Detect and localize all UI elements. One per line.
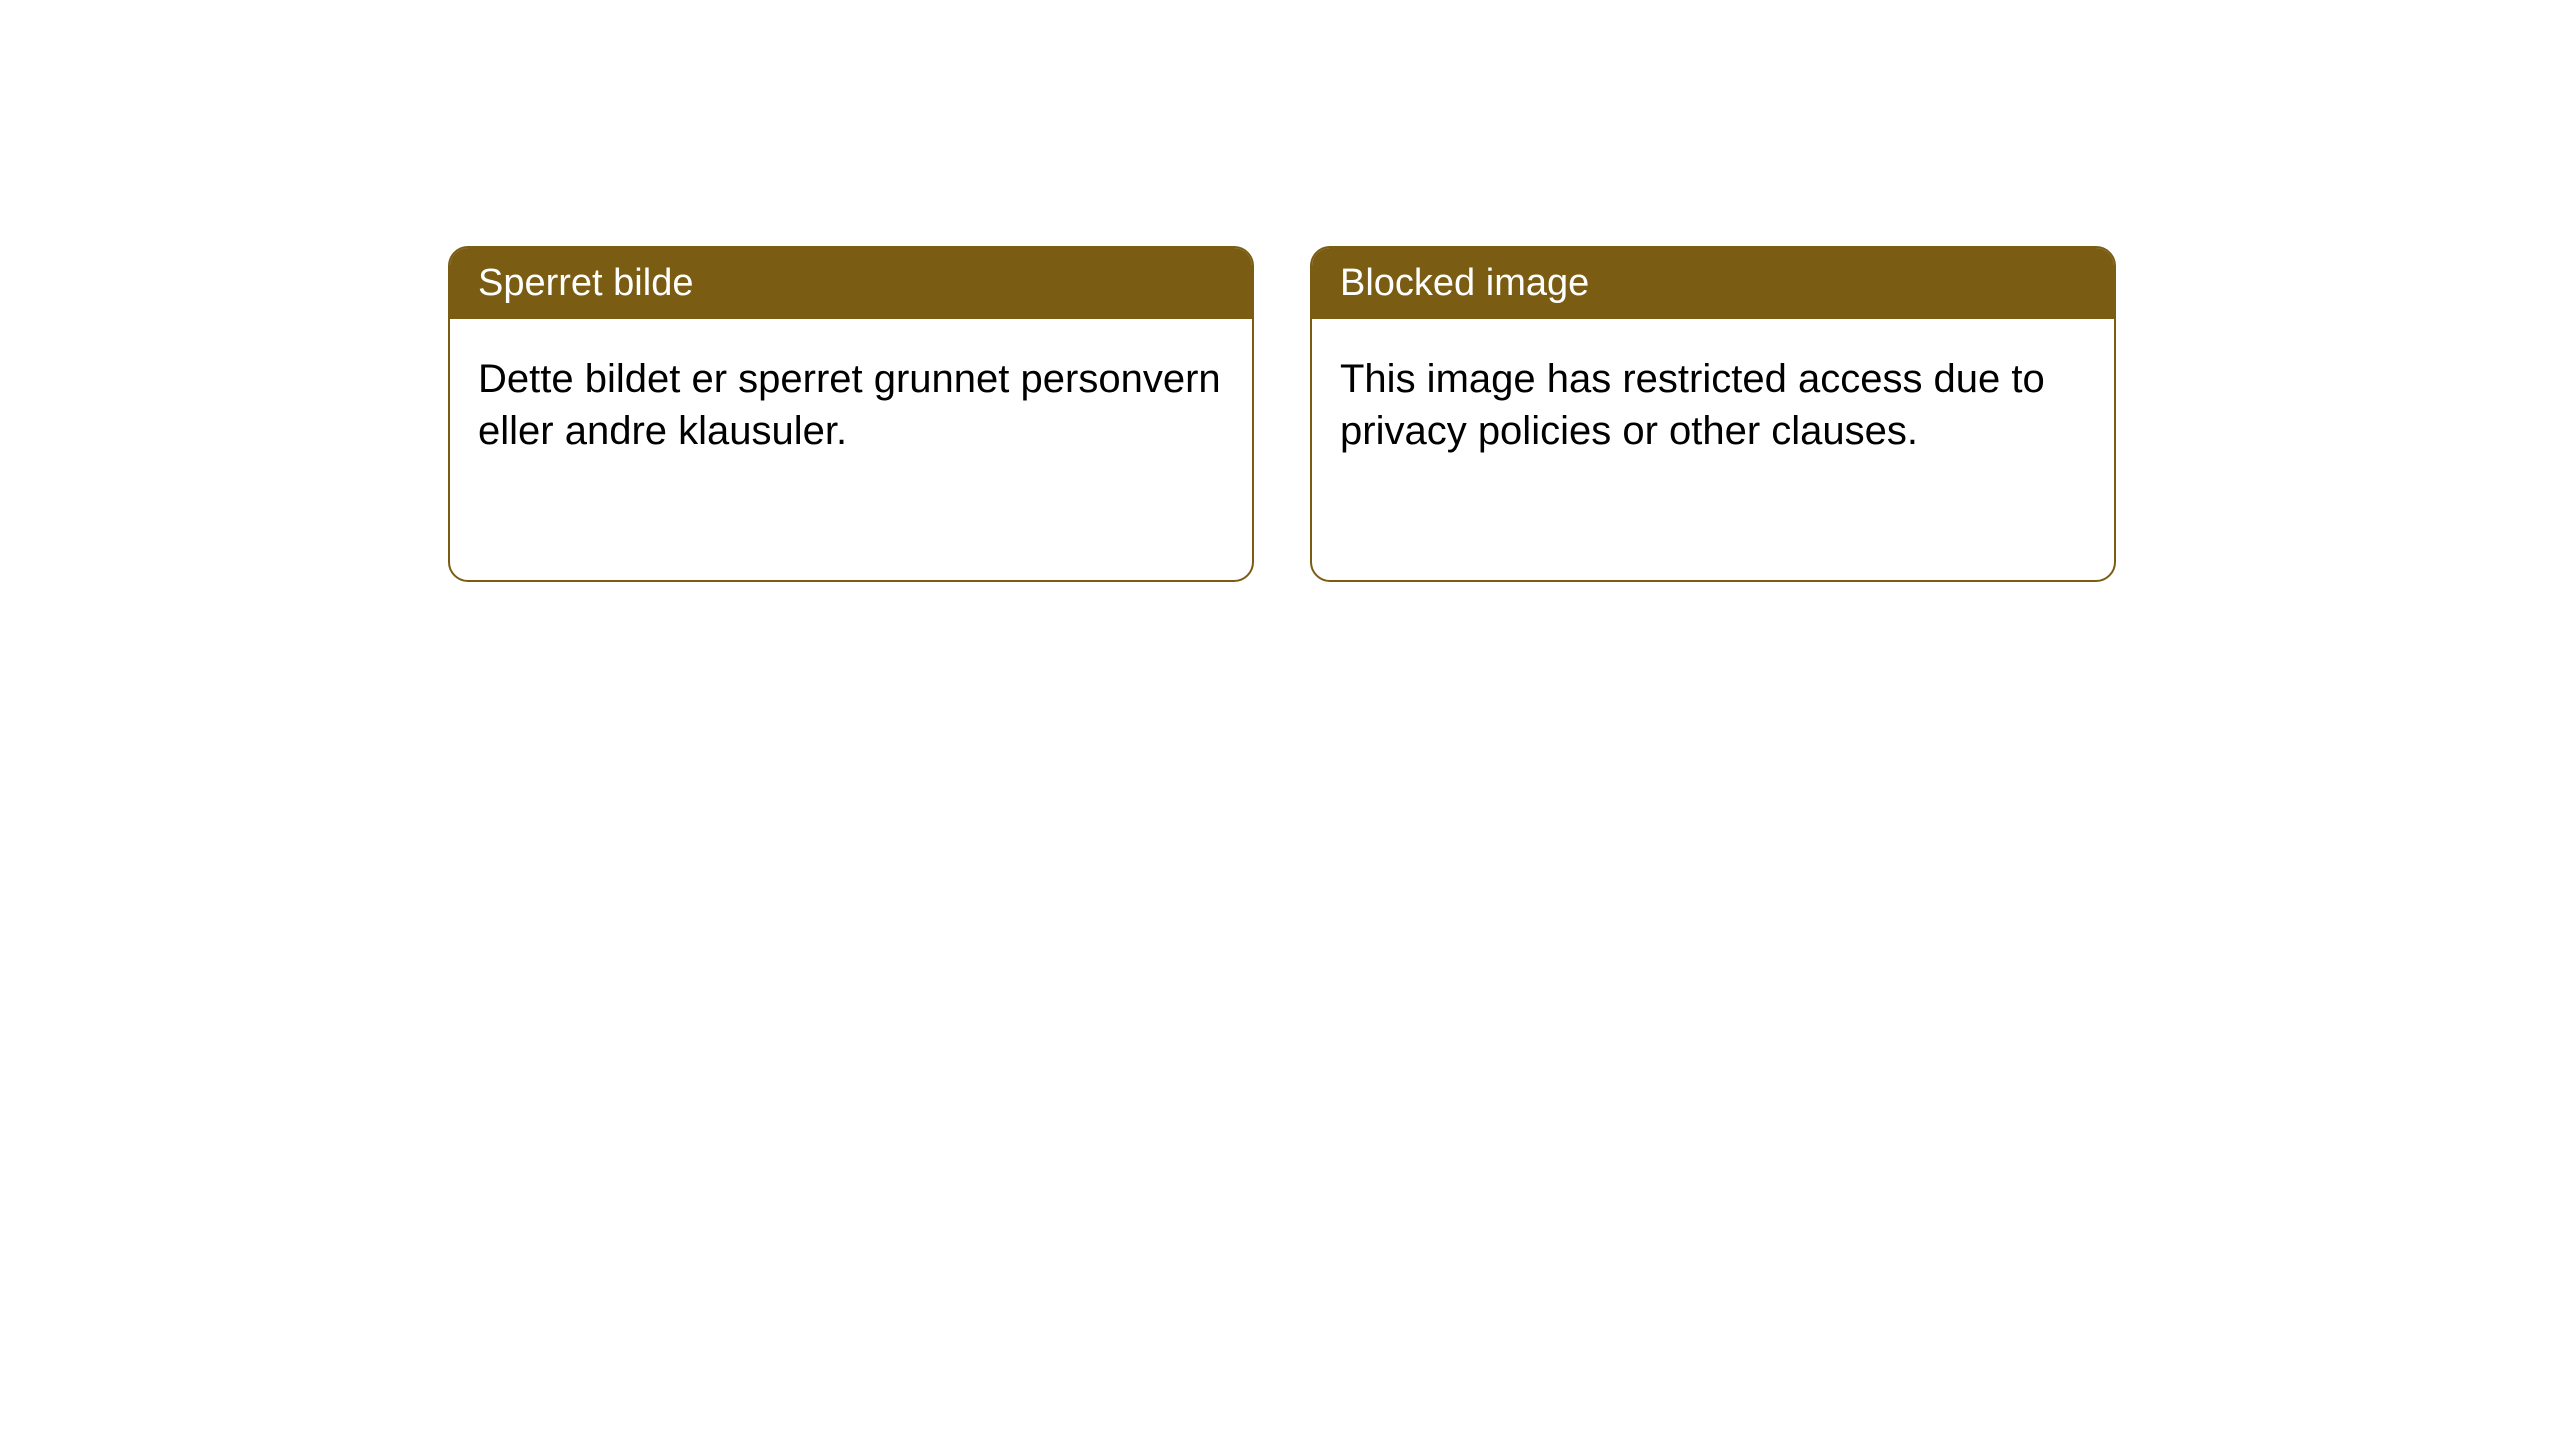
card-english: Blocked image This image has restricted … (1310, 246, 2116, 582)
card-header-english: Blocked image (1312, 248, 2114, 319)
card-header-norwegian: Sperret bilde (450, 248, 1252, 319)
cards-container: Sperret bilde Dette bildet er sperret gr… (448, 246, 2116, 582)
card-norwegian: Sperret bilde Dette bildet er sperret gr… (448, 246, 1254, 582)
card-body-english: This image has restricted access due to … (1312, 319, 2114, 491)
card-body-norwegian: Dette bildet er sperret grunnet personve… (450, 319, 1252, 491)
